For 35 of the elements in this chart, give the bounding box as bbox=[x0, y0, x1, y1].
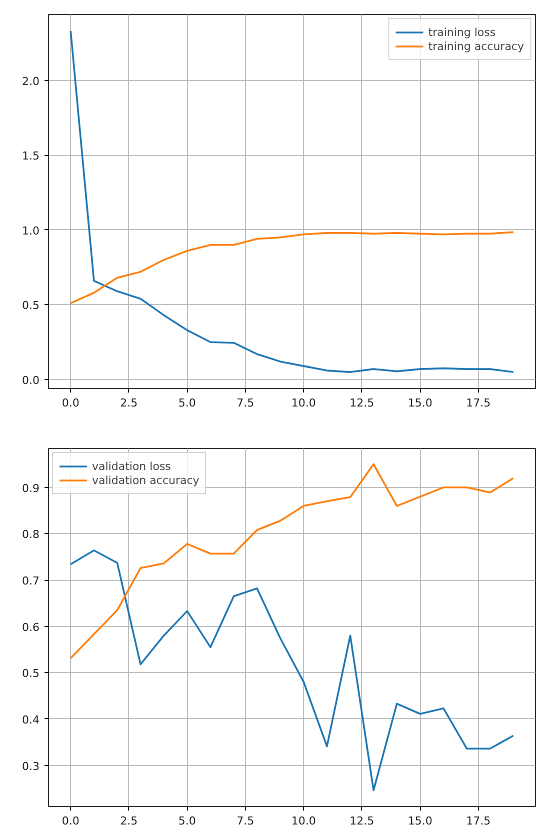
x-tick-label: 2.5 bbox=[120, 814, 138, 828]
y-tick-label: 0.7 bbox=[22, 574, 40, 588]
y-tick-label: 0.0 bbox=[22, 374, 40, 388]
y-tick-label: 0.8 bbox=[22, 528, 40, 542]
x-tick-label: 7.5 bbox=[236, 396, 254, 410]
x-tick-label: 15.0 bbox=[408, 814, 432, 828]
line-series bbox=[70, 463, 514, 660]
legend-label: training accuracy bbox=[428, 39, 524, 53]
x-tick-label: 5.0 bbox=[178, 814, 196, 828]
line-series bbox=[70, 549, 514, 792]
y-tick-label: 0.3 bbox=[22, 760, 40, 773]
y-tick-label: 1.5 bbox=[22, 150, 40, 163]
x-tick-label: 7.5 bbox=[236, 814, 254, 828]
legend-label: validation loss bbox=[92, 459, 171, 473]
line-series bbox=[70, 231, 514, 304]
x-tick-label: 12.5 bbox=[350, 396, 374, 410]
x-tick-label: 15.0 bbox=[408, 396, 432, 410]
x-tick-label: 2.5 bbox=[120, 396, 138, 410]
x-tick-label: 10.0 bbox=[291, 814, 316, 828]
y-tick-label: 1.0 bbox=[22, 224, 40, 238]
y-tick-label: 0.5 bbox=[22, 667, 40, 680]
x-tick-label: 0.0 bbox=[62, 396, 80, 410]
x-tick-label: 12.5 bbox=[350, 814, 374, 828]
x-tick-label: 0.0 bbox=[62, 814, 80, 828]
y-tick-label: 0.9 bbox=[22, 482, 40, 495]
y-tick-label: 0.5 bbox=[22, 299, 40, 312]
x-tick-label: 5.0 bbox=[178, 396, 196, 410]
y-tick-label: 0.6 bbox=[22, 620, 40, 634]
y-tick-label: 2.0 bbox=[22, 74, 40, 88]
x-tick-label: 10.0 bbox=[291, 396, 316, 410]
x-tick-label: 17.5 bbox=[466, 814, 491, 828]
x-tick-label: 17.5 bbox=[466, 396, 491, 410]
legend-label: training loss bbox=[428, 25, 496, 39]
y-tick-label: 0.4 bbox=[22, 713, 40, 726]
legend-label: validation accuracy bbox=[92, 473, 200, 487]
